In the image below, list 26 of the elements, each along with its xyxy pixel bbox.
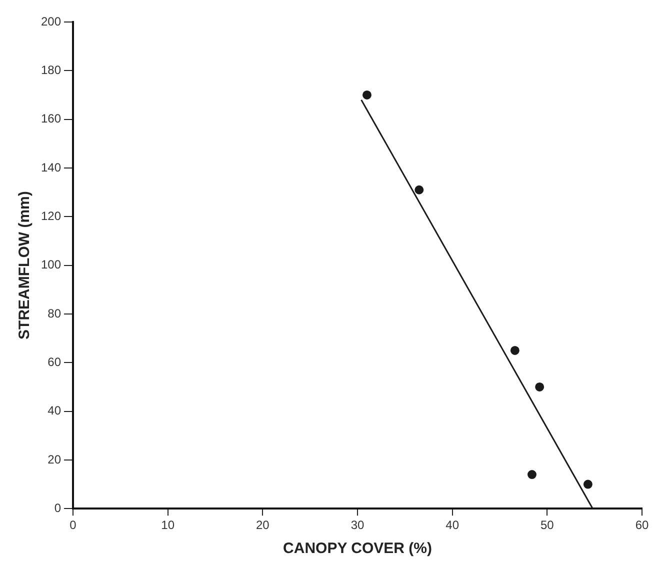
point	[535, 382, 544, 392]
y-tick-label: 40	[48, 404, 62, 418]
y-tick-label: 80	[48, 306, 62, 320]
point	[583, 480, 592, 489]
point	[362, 90, 372, 100]
y-tick-label: 200	[40, 14, 62, 28]
x-tick-label: 50	[540, 518, 554, 532]
point	[414, 185, 424, 194]
x-tick-label: 10	[161, 518, 175, 532]
x-tick-label: 60	[635, 518, 649, 532]
y-tick-label: 160	[40, 112, 62, 126]
y-tick-label: 120	[40, 208, 62, 223]
point	[510, 346, 520, 355]
y-axis-title: STREAMFLOW (mm)	[16, 191, 34, 340]
y-tick-label: 60	[48, 354, 62, 369]
y-tick-label: 0	[54, 500, 62, 515]
y-tick-label: 140	[40, 160, 62, 174]
y-tick-label: 20	[48, 452, 62, 466]
x-tick-label: 20	[256, 518, 270, 532]
x-tick-label: 0	[70, 518, 77, 532]
y-tick-label: 100	[40, 258, 62, 272]
y-tick-label: 180	[40, 62, 62, 77]
point	[527, 470, 536, 480]
x-tick-label: 30	[350, 518, 365, 532]
x-tick-label: 40	[446, 518, 460, 532]
x-axis-title: CANOPY COVER (%)	[283, 540, 432, 558]
